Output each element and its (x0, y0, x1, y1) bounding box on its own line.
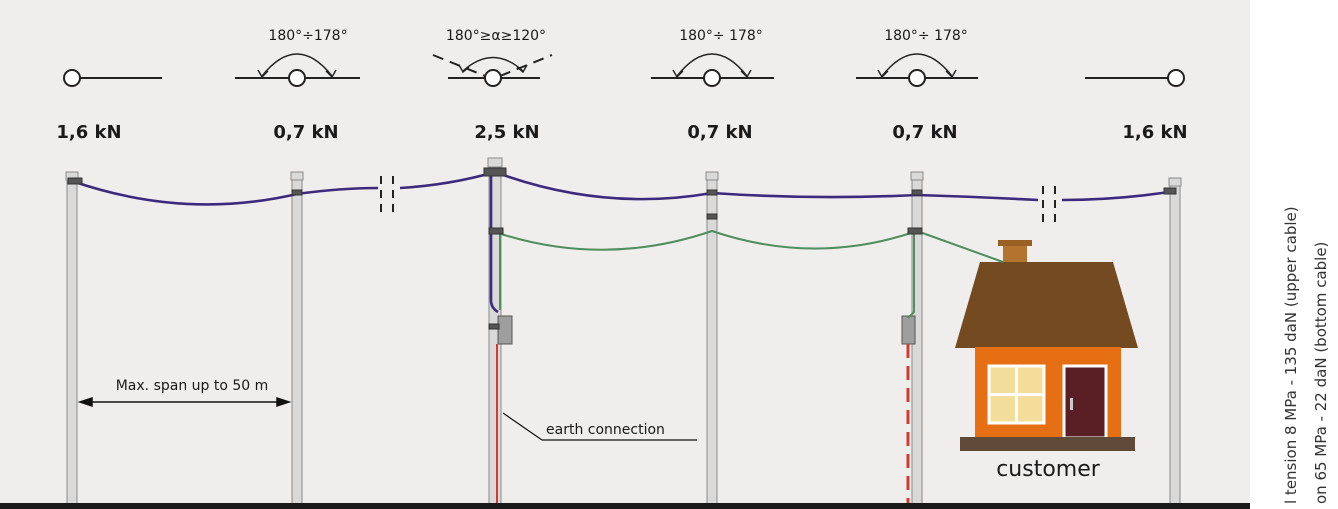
pole-symbol-5 (856, 53, 978, 87)
pole-symbol-2 (235, 53, 360, 87)
bottom-cable-drop-pole-5 (907, 232, 915, 319)
chimney-cap (998, 240, 1032, 246)
chimney (1003, 245, 1027, 263)
pole-6 (1168, 177, 1182, 509)
span-break-1 (380, 176, 394, 214)
distribution-box-pole-3 (497, 315, 513, 345)
earth-callout (502, 412, 697, 441)
angle-label-3: 180°≥α≥120° (446, 28, 546, 44)
load-label-4: 0,7 kN (687, 122, 752, 143)
side-note-bottom-cable: on 65 MPa - 22 daN (bottom cable) (1312, 242, 1330, 504)
side-strip (1250, 0, 1338, 509)
span-dimension (77, 396, 292, 408)
pole-4 (705, 171, 719, 509)
pole-symbol-3 (432, 54, 553, 87)
door-handle (1070, 398, 1073, 410)
pole-symbol-6 (1085, 69, 1185, 87)
upper-cable-drop-pole-3 (489, 175, 499, 314)
pole-2 (290, 171, 304, 509)
pole-1 (65, 171, 79, 509)
angle-label-4: 180°÷ 178° (679, 28, 763, 44)
earth-connection-label: earth connection (546, 422, 665, 438)
load-label-2: 0,7 kN (273, 122, 338, 143)
distribution-box-pole-5 (901, 315, 916, 345)
load-label-6: 1,6 kN (1122, 122, 1187, 143)
pole-symbol-4 (651, 53, 774, 87)
customer-house (955, 240, 1138, 451)
pole-symbol-1 (63, 69, 162, 87)
load-label-3: 2,5 kN (474, 122, 539, 143)
angle-label-2: 180°÷178° (268, 28, 347, 44)
span-label: Max. span up to 50 m (116, 378, 269, 394)
bottom-cable (494, 229, 918, 251)
house-foundation (960, 437, 1135, 451)
angle-label-5: 180°÷ 178° (884, 28, 968, 44)
customer-label: customer (996, 457, 1101, 482)
ground-line (0, 503, 1250, 509)
load-label-5: 0,7 kN (892, 122, 957, 143)
clamps (67, 167, 1177, 330)
span-break-2 (1042, 186, 1056, 224)
service-drop-cable (916, 230, 1004, 263)
load-label-1: 1,6 kN (56, 122, 121, 143)
upper-cable (71, 170, 1176, 206)
side-note-upper-cable: l tension 8 MPa - 135 daN (upper cable) (1282, 206, 1300, 504)
house-roof (955, 262, 1138, 348)
